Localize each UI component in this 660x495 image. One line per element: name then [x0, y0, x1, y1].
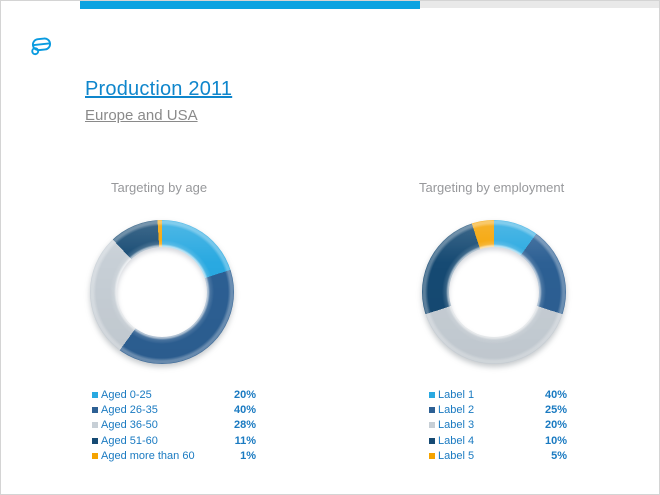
- legend-label: Aged 0-25: [101, 388, 152, 401]
- legend-item: Label 5 5%: [429, 449, 567, 464]
- legend-item: Label 2 25%: [429, 402, 567, 417]
- legend-value: 20%: [233, 388, 256, 401]
- legend-value: 40%: [544, 388, 567, 401]
- donut-chart-age: [90, 220, 234, 364]
- legend-value: 10%: [544, 434, 567, 447]
- page-title[interactable]: Production 2011: [85, 78, 233, 100]
- legend-value: 5%: [551, 450, 567, 463]
- legend-item: Aged 51-60 11%: [92, 433, 256, 448]
- swatch-icon: [429, 391, 435, 398]
- legend-label: Label 5: [438, 450, 475, 463]
- legend-item: Aged 26-35 40%: [92, 402, 256, 417]
- legend-label: Aged 51-60: [101, 434, 158, 447]
- chart-title-employment: Targeting by employment: [419, 180, 565, 195]
- legend-label: Aged more than 60: [101, 450, 195, 463]
- swatch-icon: [92, 437, 98, 444]
- legend-item: Label 3 20%: [429, 418, 567, 433]
- legend-value: 20%: [544, 419, 567, 432]
- swatch-icon: [429, 407, 435, 414]
- legend-value: 28%: [233, 419, 256, 432]
- legend-label: Label 2: [438, 404, 475, 417]
- legend-employment: Label 1 40% Label 2 25% Label 3 20% Labe…: [429, 387, 567, 464]
- swatch-icon: [92, 407, 98, 414]
- legend-age: Aged 0-25 20% Aged 26-35 40% Aged 36-50 …: [92, 387, 256, 464]
- legend-value: 11%: [234, 434, 256, 447]
- legend-item: Aged 36-50 28%: [92, 418, 256, 433]
- legend-label: Label 3: [438, 419, 475, 432]
- legend-label: Aged 36-50: [101, 419, 158, 432]
- chart-title-age: Targeting by age: [111, 180, 208, 195]
- legend-label: Label 1: [438, 388, 475, 401]
- swatch-icon: [429, 453, 435, 460]
- legend-item: Label 1 40%: [429, 387, 567, 402]
- swatch-icon: [429, 437, 435, 444]
- swatch-icon: [92, 422, 98, 429]
- legend-value: 1%: [240, 450, 256, 463]
- legend-value: 25%: [544, 404, 567, 417]
- swatch-icon: [92, 453, 98, 460]
- legend-label: Label 4: [438, 434, 475, 447]
- legend-label: Aged 26-35: [101, 404, 158, 417]
- donut-chart-employment: [422, 220, 566, 364]
- legend-value: 40%: [233, 404, 256, 417]
- accent-bar-light: [420, 1, 659, 8]
- swatch-icon: [92, 391, 98, 398]
- legend-item: Aged 0-25 20%: [92, 387, 256, 402]
- brand-logo-icon: [28, 35, 56, 63]
- legend-item: Label 4 10%: [429, 433, 567, 448]
- accent-bar: [80, 1, 420, 9]
- swatch-icon: [429, 422, 435, 429]
- legend-item: Aged more than 60 1%: [92, 449, 256, 464]
- page-subtitle[interactable]: Europe and USA: [85, 107, 198, 124]
